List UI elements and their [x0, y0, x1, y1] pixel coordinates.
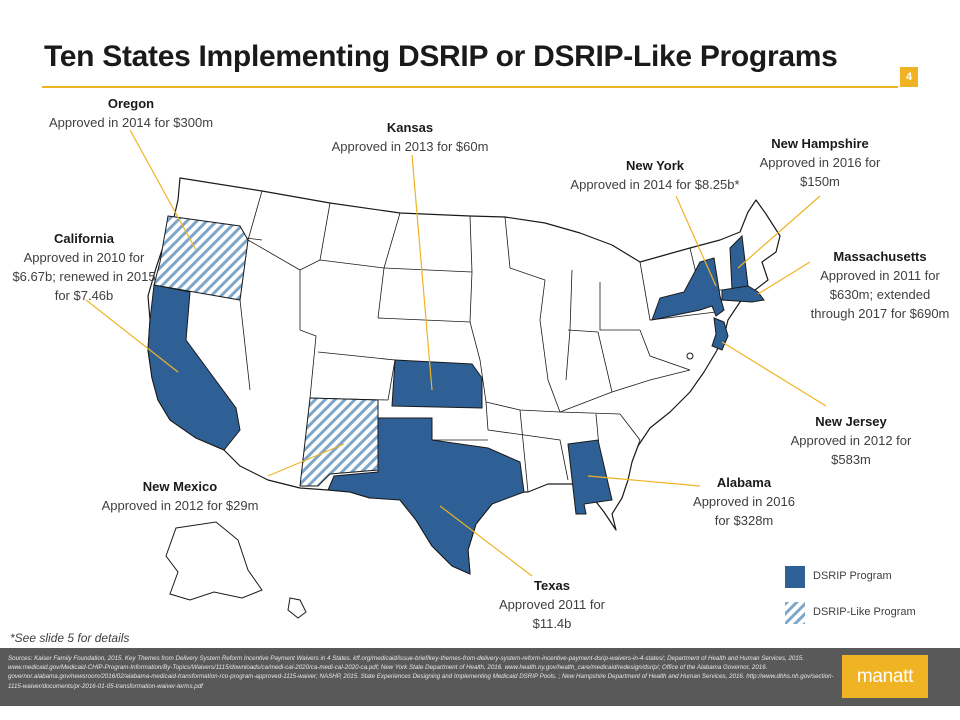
label-alabama-name: Alabama	[716, 475, 772, 490]
label-new-york-name: New York	[625, 158, 685, 173]
legend-swatch-solid	[785, 566, 805, 588]
manatt-logo: manatt	[842, 655, 928, 698]
label-california-text: Approved in 2010 for $6.67b; renewed in …	[12, 250, 156, 303]
sources-bar	[0, 648, 960, 706]
leader-lines	[85, 129, 827, 577]
label-massachusetts-name: Massachusetts	[833, 249, 927, 264]
state-new-york	[651, 257, 725, 321]
label-massachusetts-text: Approved in 2011 for $630m; extended thr…	[810, 268, 950, 321]
legend-item-dsrip-like: DSRIP-Like Program	[785, 602, 955, 626]
label-alabama: Alabama Approved in 2016 for $328m	[684, 473, 804, 530]
label-oregon-text: Approved in 2014 for $300m	[48, 115, 214, 130]
slide-title: Ten States Implementing DSRIP or DSRIP-L…	[44, 40, 838, 73]
label-texas-name: Texas	[534, 578, 570, 593]
label-new-hampshire-text: Approved in 2016 for $150m	[759, 155, 881, 189]
label-new-york-text: Approved in 2014 for $8.25b*	[570, 177, 740, 192]
label-new-hampshire-name: New Hampshire	[771, 136, 869, 151]
state-massachusetts	[721, 285, 765, 303]
label-new-jersey: New Jersey Approved in 2012 for $583m	[786, 412, 916, 469]
label-kansas-text: Approved in 2013 for $60m	[331, 139, 489, 154]
state-kansas	[391, 359, 483, 409]
label-alabama-text: Approved in 2016 for $328m	[693, 494, 795, 528]
label-texas: Texas Approved 2011 for $11.4b	[488, 576, 616, 633]
footnote: *See slide 5 for details	[10, 631, 130, 645]
alaska-shape	[165, 521, 263, 601]
title-underline	[42, 86, 898, 88]
label-new-york: New York Approved in 2014 for $8.25b*	[550, 156, 760, 194]
hawaii-shape	[287, 597, 307, 619]
dc-marker	[686, 352, 694, 360]
state-texas	[327, 417, 525, 575]
label-california-name: California	[54, 231, 114, 246]
sources-text: Sources: Kaiser Family Foundation, 2015.…	[8, 655, 834, 690]
label-new-jersey-text: Approved in 2012 for $583m	[790, 433, 912, 467]
state-oregon	[153, 215, 249, 301]
label-new-jersey-name: New Jersey	[815, 414, 887, 429]
label-kansas-name: Kansas	[386, 120, 434, 135]
label-california: California Approved in 2010 for $6.67b; …	[4, 229, 164, 305]
label-oregon-name: Oregon	[107, 96, 155, 111]
page-number: 4	[900, 67, 918, 87]
label-new-mexico-text: Approved in 2012 for $29m	[101, 498, 259, 513]
label-oregon: Oregon Approved in 2014 for $300m	[26, 94, 236, 132]
label-massachusetts: Massachusetts Approved in 2011 for $630m…	[810, 247, 950, 323]
state-california	[147, 284, 241, 451]
legend-label-dsrip: DSRIP Program	[813, 570, 892, 582]
legend-label-dsrip-like: DSRIP-Like Program	[813, 606, 916, 618]
state-alabama	[567, 439, 613, 515]
program-states	[147, 215, 765, 575]
label-kansas: Kansas Approved in 2013 for $60m	[310, 118, 510, 156]
legend-swatch-hatched	[785, 602, 805, 624]
state-new-jersey	[711, 317, 729, 351]
state-new-mexico	[299, 397, 379, 487]
label-new-mexico: New Mexico Approved in 2012 for $29m	[80, 477, 280, 515]
label-texas-text: Approved 2011 for $11.4b	[499, 597, 605, 631]
label-new-mexico-name: New Mexico	[142, 479, 218, 494]
legend-item-dsrip: DSRIP Program	[785, 566, 955, 590]
label-new-hampshire: New Hampshire Approved in 2016 for $150m	[752, 134, 888, 191]
